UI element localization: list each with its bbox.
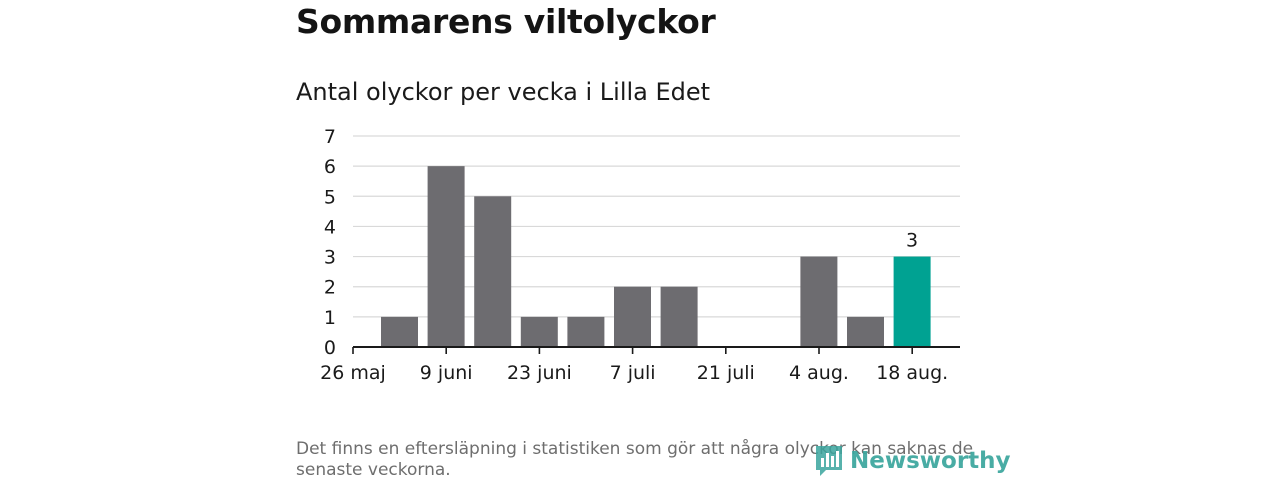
bar-6 xyxy=(660,286,698,347)
brand-logo: Newsworthy xyxy=(814,444,1011,478)
x-tick-label-1: 9 juni xyxy=(420,362,473,384)
bar-1 xyxy=(427,166,465,347)
bar-9 xyxy=(800,256,838,347)
y-tick-label-7: 7 xyxy=(324,126,336,148)
data-label-0: 3 xyxy=(906,230,918,252)
footnote: Det finns en eftersläpning i statistiken… xyxy=(296,439,974,480)
bar-4 xyxy=(567,316,605,347)
x-tick-label-3: 7 juli xyxy=(610,362,656,384)
y-tick-label-5: 5 xyxy=(324,186,336,208)
x-tick-label-0: 26 maj xyxy=(320,362,386,384)
bar-11 xyxy=(893,256,931,347)
y-tick-label-3: 3 xyxy=(324,247,336,269)
bar-5 xyxy=(614,286,651,347)
y-tick-label-2: 2 xyxy=(324,277,336,299)
x-tick-label-5: 4 aug. xyxy=(789,362,849,384)
bar-chart-icon xyxy=(816,446,842,476)
bar-0 xyxy=(381,316,418,347)
bar-10 xyxy=(847,316,884,347)
chart-subtitle: Antal olyckor per vecka i Lilla Edet xyxy=(296,78,711,106)
y-tick-label-4: 4 xyxy=(324,216,336,238)
y-tick-label-1: 1 xyxy=(324,307,336,329)
bar-2 xyxy=(474,196,512,347)
x-tick-label-4: 21 juli xyxy=(697,362,755,384)
x-tick-label-2: 23 juni xyxy=(507,362,572,384)
y-tick-label-0: 0 xyxy=(324,337,336,359)
y-tick-label-6: 6 xyxy=(324,156,336,178)
x-tick-label-6: 18 aug. xyxy=(876,362,948,384)
bar-chart: 0 1 2 3 4 5 6 7 3 26 maj 9 juni 23 juni 7 juli 21 jul… xyxy=(320,126,960,384)
brand-name: Newsworthy xyxy=(850,448,1011,474)
chart-title: Sommarens viltolyckor xyxy=(296,2,716,41)
bar-3 xyxy=(520,316,558,347)
